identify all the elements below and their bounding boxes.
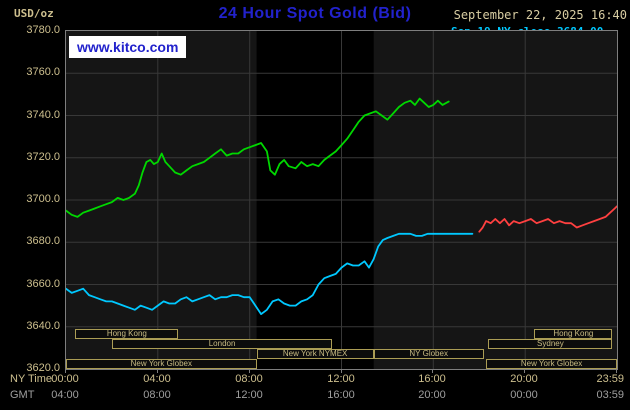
session-hong-kong: Hong Kong — [75, 329, 179, 339]
series-line-0 — [65, 232, 474, 316]
y-tick-label: 3660.0 — [26, 278, 60, 290]
plot-area: www.kitco.com Hong Kong Hong Kong London Sy… — [65, 30, 618, 370]
x-tick-ny-label: 16:00 — [418, 373, 446, 385]
y-tick-label: 3680.0 — [26, 235, 60, 247]
x-tick-gmt-label: 03:59 — [596, 389, 624, 401]
price-chart-canvas — [65, 31, 618, 369]
x-tick-mark — [341, 369, 342, 373]
x-tick-mark — [524, 369, 525, 373]
series-line-2 — [65, 97, 450, 218]
x-tick-ny-label: 20:00 — [510, 373, 538, 385]
y-tick-label: 3700.0 — [26, 193, 60, 205]
session-new-york-nymex: New York NYMEX — [256, 349, 374, 359]
x-tick-ny-label: 00:00 — [51, 373, 79, 385]
x-tick-mark — [616, 369, 617, 373]
x-tick-gmt-label: 20:00 — [418, 389, 446, 401]
x-tick-gmt-label: 16:00 — [327, 389, 355, 401]
series-line-1 — [478, 205, 618, 233]
x-tick-ny-label: 12:00 — [327, 373, 355, 385]
session-ny-globex: NY Globex — [373, 349, 484, 359]
x-tick-gmt-label: 04:00 — [51, 389, 79, 401]
x-tick-gmt-label: 00:00 — [510, 389, 538, 401]
y-tick-label: 3780.0 — [26, 24, 60, 36]
y-tick-label: 3760.0 — [26, 66, 60, 78]
ny-time-caption: NY Time — [10, 373, 52, 385]
x-tick-ny-label: 04:00 — [143, 373, 171, 385]
session-new-york-globex: New York Globex — [486, 359, 617, 369]
session-sydney: Sydney — [488, 339, 613, 349]
y-tick-label: 3620.0 — [26, 362, 60, 374]
y-tick-label: 3740.0 — [26, 109, 60, 121]
x-tick-gmt-label: 12:00 — [235, 389, 263, 401]
x-tick-mark — [65, 369, 66, 373]
gmt-caption: GMT — [10, 389, 35, 401]
x-tick-mark — [157, 369, 158, 373]
x-tick-ny-label: 23:59 — [596, 373, 624, 385]
unit-label: USD/oz — [14, 7, 54, 20]
x-tick-gmt-label: 08:00 — [143, 389, 171, 401]
x-tick-mark — [249, 369, 250, 373]
y-tick-label: 3640.0 — [26, 320, 60, 332]
session-london: London — [111, 339, 333, 349]
session-hong-kong: Hong Kong — [534, 329, 613, 339]
kitco-link[interactable]: www.kitco.com — [69, 36, 187, 58]
x-tick-mark — [432, 369, 433, 373]
x-tick-ny-label: 08:00 — [235, 373, 263, 385]
y-tick-label: 3720.0 — [26, 151, 60, 163]
datetime-label: September 22, 2025 16:40 — [453, 8, 627, 22]
chart-title: 24 Hour Spot Gold (Bid) — [218, 5, 412, 22]
session-new-york-globex: New York Globex — [66, 359, 257, 369]
